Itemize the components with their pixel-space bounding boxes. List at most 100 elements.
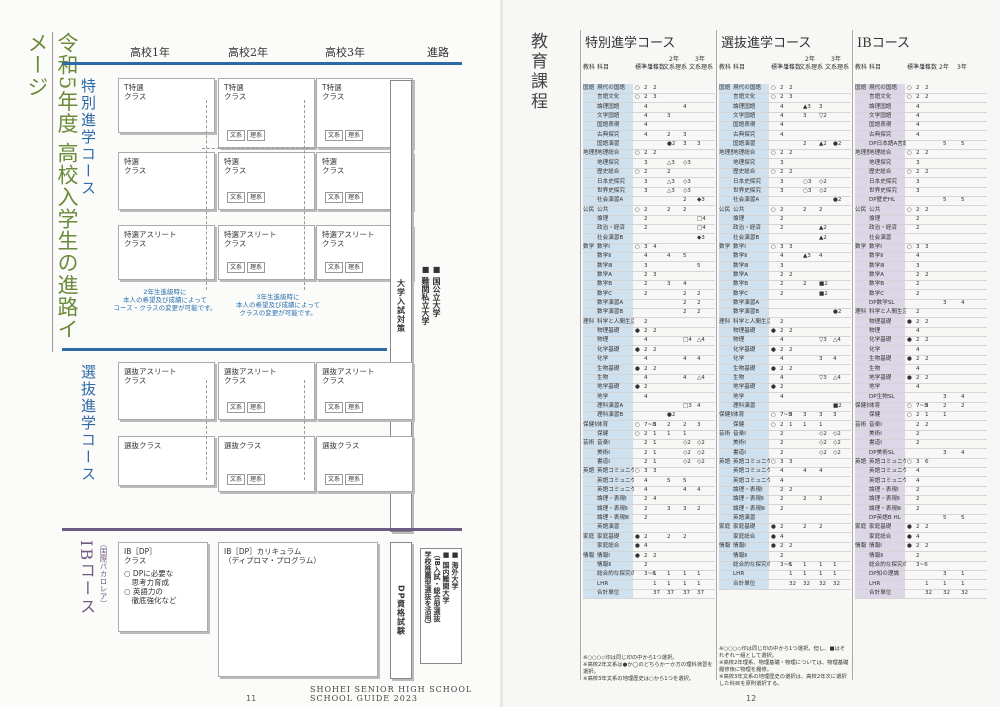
table-row: 地学基礎 ● 2 2 (855, 374, 987, 384)
credit-cell: 2 (644, 215, 648, 222)
credit-cell: ● (907, 318, 912, 325)
credit-cell: 2 (789, 328, 793, 335)
header-cell: 理系 (811, 64, 824, 71)
table-row: 日本史探究 3 △3 ◇3 (583, 178, 715, 188)
credit-cell: 2 (780, 552, 784, 559)
course-name: 家庭総合 (869, 533, 892, 540)
course-name: 数学演習B (733, 309, 760, 316)
table-row: 国語表現 4 (583, 121, 715, 132)
credit-cell: 2 (697, 309, 701, 316)
header-cell: 科目 (733, 64, 746, 71)
credit-cell: 2 (644, 533, 648, 540)
course-name: 物理基礎 (597, 328, 620, 335)
course-name: DP英語B HL (869, 515, 901, 522)
credit-cell: 2 (916, 290, 920, 297)
credit-cell: 2 (697, 290, 701, 297)
credit-cell: 32 (943, 589, 951, 596)
table-row: 言語文化 ○ 2 2 (855, 93, 987, 104)
table-row: 保健体育体育 ○ 7~83 2 2 (855, 402, 987, 412)
credit-cell: ○ (907, 94, 912, 101)
course-name: 情報Ⅱ (869, 552, 883, 559)
table-row: 書道Ⅰ 2 1 ◇2 ◇2 (583, 458, 715, 468)
credit-cell: 2 (916, 337, 920, 344)
credit-cell: 4 (780, 533, 784, 540)
col1-title: 特別進学コース (585, 36, 676, 51)
subject-group: 国語 (719, 85, 731, 91)
course-name: 英語コミュニケーションⅢ (733, 477, 770, 484)
credit-cell: 2 (683, 206, 687, 213)
credit-cell: 4 (644, 337, 648, 344)
table-row: 情報 情報Ⅰ ● 2 2 (719, 542, 851, 553)
credit-cell: 4 (697, 356, 701, 363)
credit-cell: 2 (916, 281, 920, 288)
credit-cell: 2 (683, 290, 687, 297)
credit-cell: 2 (916, 272, 920, 278)
table-row: 合計単位 37 37 37 37 (583, 589, 715, 599)
subject-band (855, 84, 905, 599)
table-row: 物理基礎 ● 2 2 (719, 327, 851, 338)
table-row: 論理・表現Ⅰ 2 2 (719, 486, 851, 497)
credit-cell: ● (907, 533, 912, 540)
header-cell: 理系 (837, 64, 850, 71)
course-name: 生物 (597, 374, 609, 381)
course-name: 文学国語 (733, 113, 756, 120)
credit-cell: ●2 (667, 412, 676, 419)
credit-cell: ● (635, 328, 640, 335)
table-row: 情報 情報Ⅰ ● 2 2 (583, 552, 715, 562)
subject-group: 数学 (719, 243, 731, 250)
page-title: 令和5年度 高校入学生の進路イメージ (25, 32, 79, 341)
credit-cell: 2 (644, 365, 648, 372)
credit-cell: 2 (683, 300, 687, 307)
box-t2: T特選 クラス 文系 理系 (218, 78, 315, 148)
credit-cell: 1 (667, 571, 671, 578)
credit-cell: 7~8 (916, 402, 928, 409)
credit-cell: 5 (683, 253, 687, 260)
credit-cell: 2 (916, 552, 920, 559)
box-ba1: 選抜アスリート クラス (118, 362, 215, 420)
credit-cell: 3 (683, 505, 687, 512)
course-name: 英語演習 (733, 515, 756, 522)
credit-cell: 2 (780, 384, 784, 391)
credit-cell: ◇2 (697, 449, 705, 456)
table-row: LHR 1 1 1 1 (719, 570, 851, 581)
credit-cell: ○ (771, 169, 776, 176)
table-row: 生物 4 (855, 365, 987, 375)
header-grade1: 高校1年 (130, 46, 170, 59)
credit-cell: 2 (789, 346, 793, 353)
course-name: 書道Ⅰ (733, 449, 746, 456)
credit-cell: ●2 (833, 141, 842, 148)
course-name: 総合的な探究の時間 (869, 561, 906, 568)
header-cell: 教科 (719, 64, 732, 71)
table-row: 理科 科学と人間生活 2 (583, 318, 715, 328)
credit-cell: 7~8 (780, 412, 792, 419)
credit-cell: ○3 (803, 178, 812, 185)
credit-cell: 4 (961, 300, 965, 307)
credit-cell: 2 (780, 365, 784, 372)
credit-cell: 4 (803, 468, 807, 475)
course-name: 地理総合 (869, 150, 892, 157)
credit-cell: 2 (925, 318, 929, 325)
credit-cell: 2 (780, 487, 784, 494)
credit-cell: 2 (803, 141, 807, 148)
credit-cell: 37 (697, 589, 705, 596)
table-row: 歴史総合 ○ 2 2 (719, 168, 851, 179)
credit-cell: ○ (771, 85, 776, 91)
credit-cell: 4 (961, 393, 965, 400)
credit-cell: ○ (771, 412, 776, 419)
credit-cell: ○ (771, 94, 776, 101)
course-name: 化学 (869, 346, 881, 353)
course-name: 論理・表現Ⅱ (597, 505, 628, 512)
credit-cell: 37 (667, 589, 675, 596)
credit-cell: 2 (780, 318, 784, 325)
credit-cell: 3 (644, 468, 648, 475)
course-name: 地学 (597, 393, 609, 400)
course-name: 数学B (597, 281, 613, 288)
credit-cell: 3 (780, 262, 784, 269)
table-row: 美術Ⅰ 2 (855, 430, 987, 440)
credit-cell: 4 (644, 131, 648, 138)
credit-cell: 3 (653, 94, 657, 101)
course-name: 生物基礎 (869, 356, 892, 363)
credit-cell: 2 (780, 440, 784, 447)
table-row: DP日本語A言語と文学HL 5 5 (855, 140, 987, 151)
subject-group: 情報 (583, 552, 595, 559)
